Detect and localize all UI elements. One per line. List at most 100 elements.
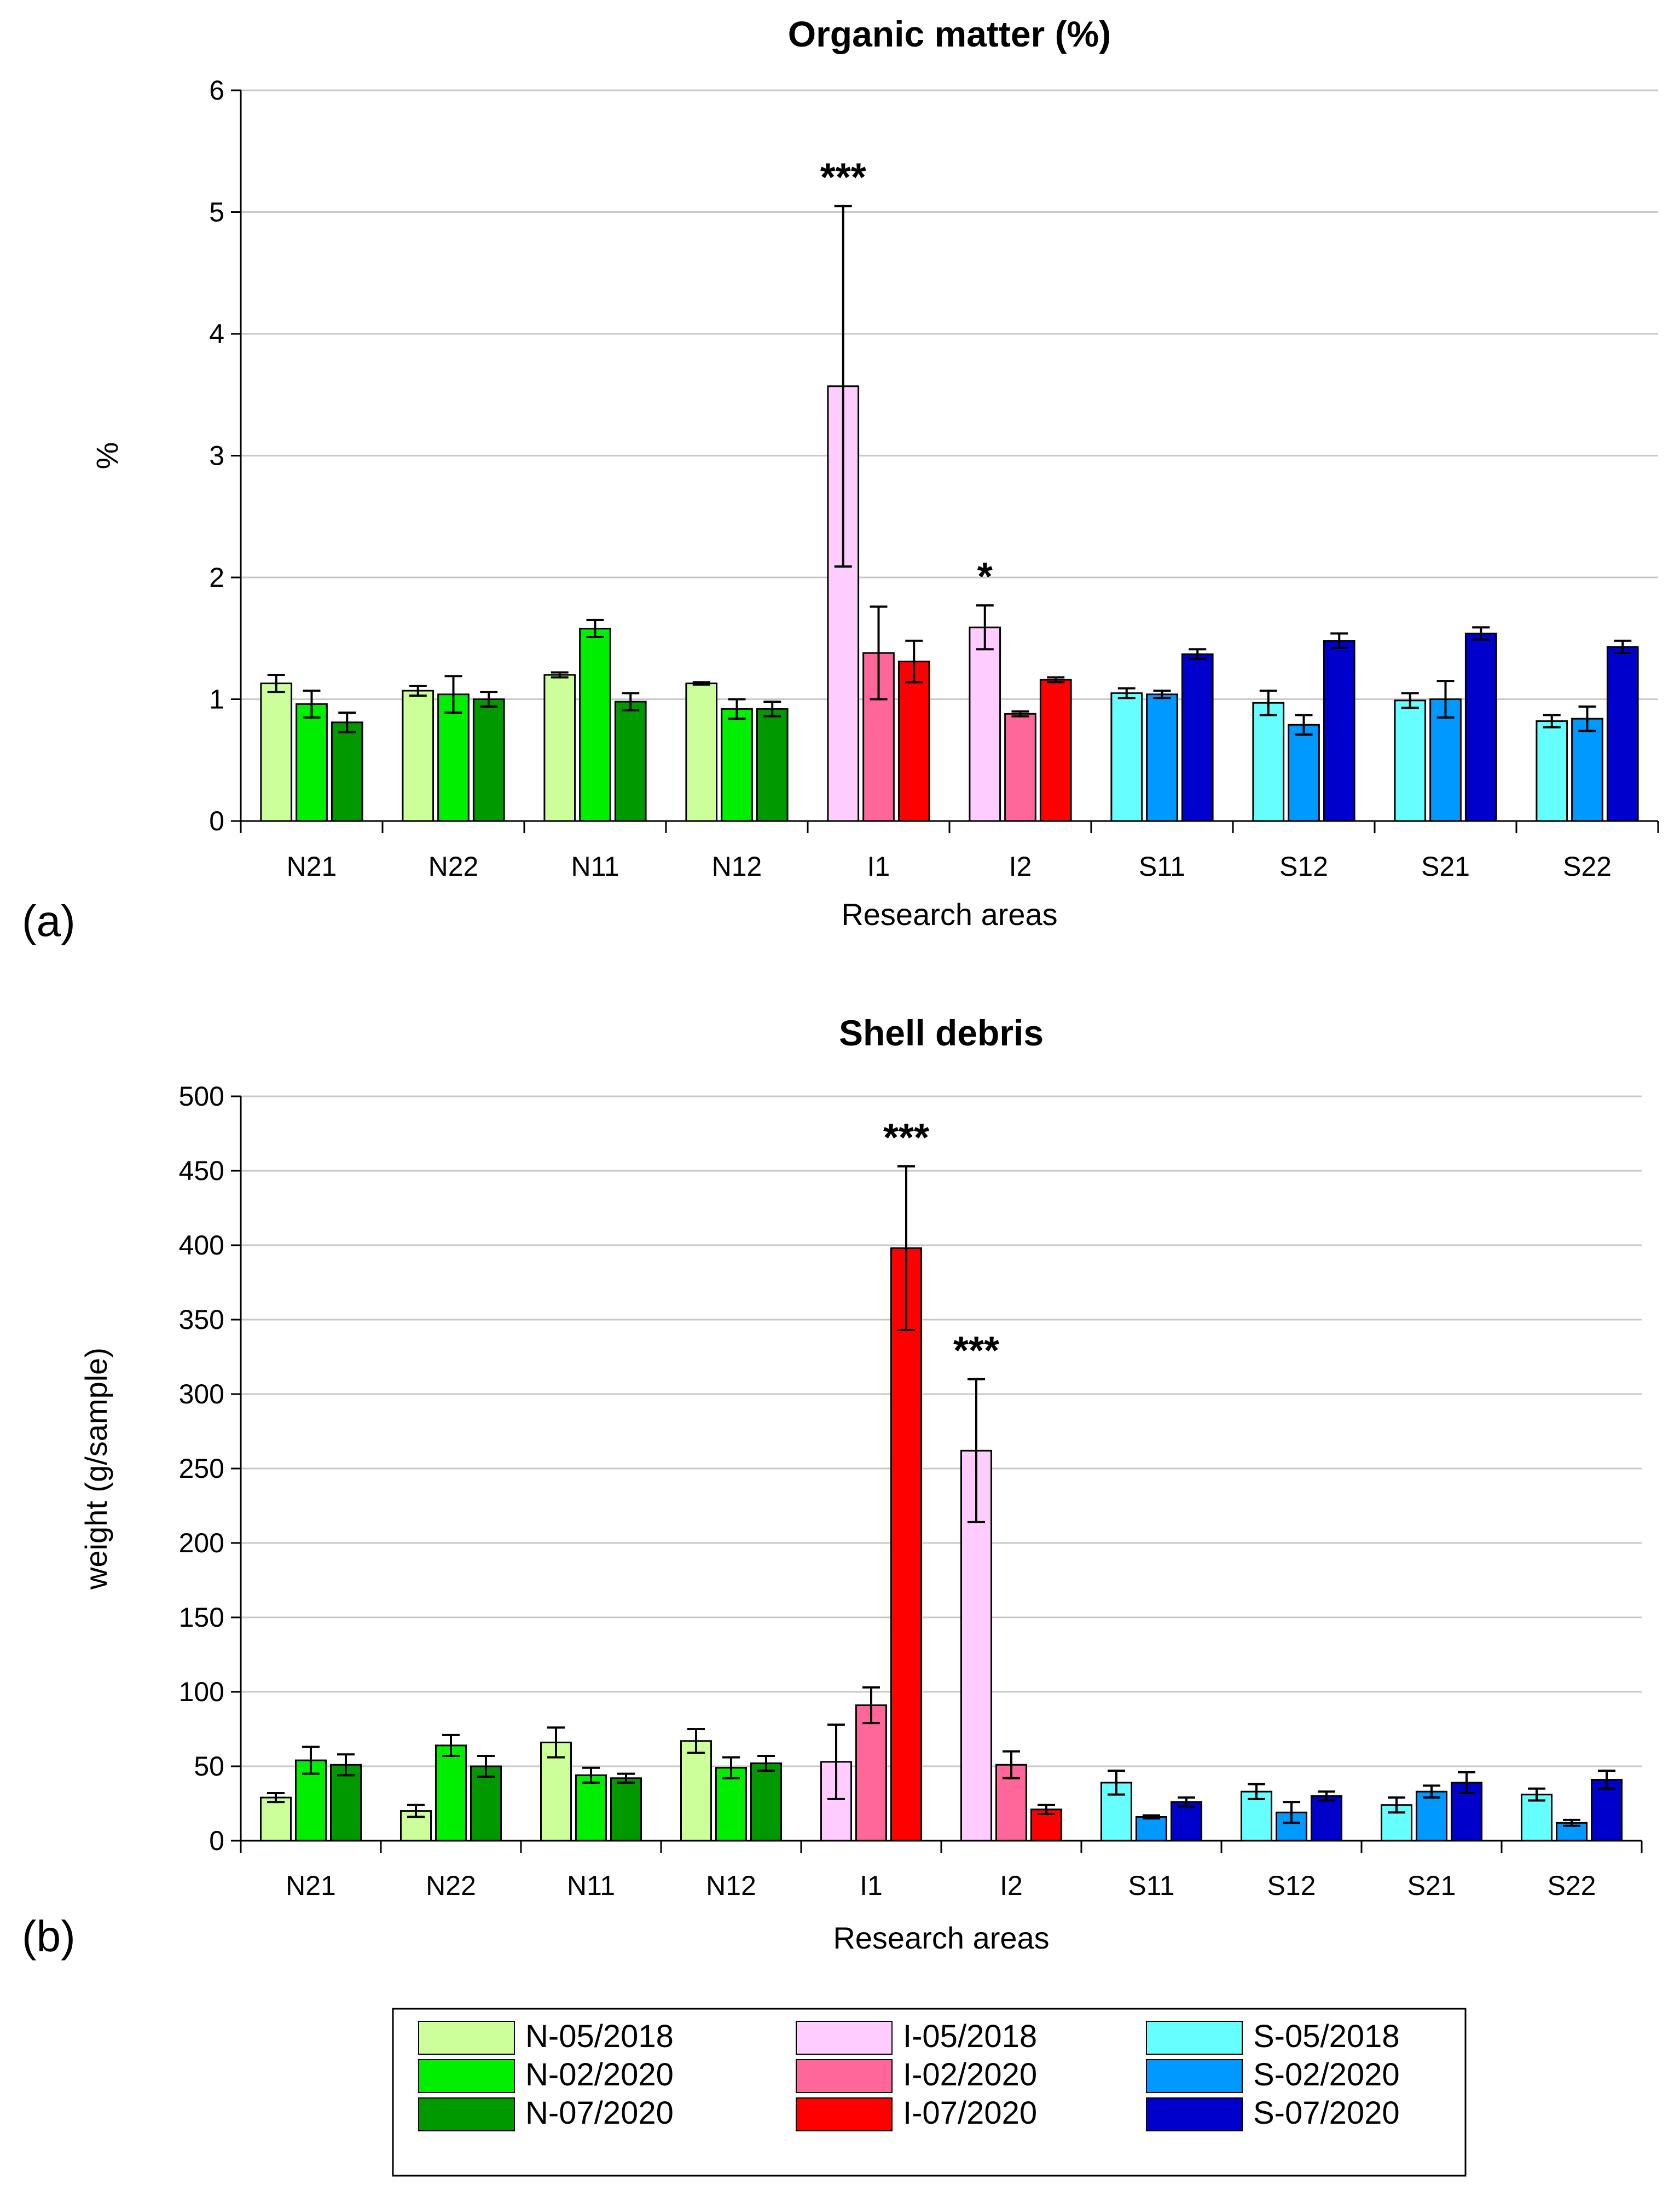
chart1-ytick-label: 4 — [209, 319, 224, 349]
chart1-bar-S21-s2 — [1429, 698, 1462, 822]
chart2-ytick-label: 0 — [209, 1825, 224, 1856]
chart2-ytick-label: 400 — [179, 1230, 224, 1261]
chart2-ytick-label: 300 — [179, 1379, 224, 1409]
legend-label-N-07/2020: N-07/2020 — [525, 2095, 674, 2131]
chart1-bar-I2-s3 — [1039, 679, 1072, 822]
chart1-ytick-label: 5 — [209, 197, 224, 228]
chart2-bar-I1-s2 — [855, 1704, 888, 1842]
legend-label-N-05/2018: N-05/2018 — [525, 2019, 674, 2054]
chart1-bar-I1-s3 — [897, 661, 930, 822]
chart1-bar-N21-s3 — [331, 721, 363, 822]
chart1-xlabel: Research areas — [841, 897, 1057, 932]
chart2-xlabel: Research areas — [833, 1921, 1049, 1955]
chart2-significance-I2: *** — [953, 1329, 999, 1373]
legend-label-S-05/2018: S-05/2018 — [1253, 2019, 1400, 2054]
chart1-bar-N21-s1 — [260, 683, 293, 822]
chart1-xtick-label: N12 — [712, 851, 762, 882]
legend-label-I-02/2020: I-02/2020 — [903, 2057, 1037, 2092]
chart1-bar-N12-s1 — [685, 683, 718, 822]
legend-label-I-05/2018: I-05/2018 — [903, 2019, 1037, 2054]
chart1-panel-label: (a) — [22, 897, 76, 945]
chart1-title: Organic matter (%) — [788, 14, 1111, 54]
chart2-xtick-label: N11 — [567, 1870, 615, 1901]
legend-swatch-S-07/2020 — [1146, 2097, 1243, 2131]
chart1-xtick-label: N21 — [287, 851, 337, 882]
chart2-ytick-label: 150 — [179, 1602, 224, 1633]
chart1-significance-I1: *** — [820, 155, 866, 199]
chart2-xtick-label: N12 — [706, 1870, 756, 1901]
chart2-bar-N21-s3 — [329, 1764, 362, 1842]
legend-swatch-N-07/2020 — [418, 2097, 515, 2131]
chart1-bar-N22-s2 — [437, 693, 470, 822]
chart1-bar-S21-s1 — [1394, 700, 1427, 822]
chart1-xtick-label: S22 — [1563, 851, 1612, 882]
chart1-bar-S22-s1 — [1536, 720, 1568, 822]
chart2-xtick-label: S12 — [1267, 1870, 1316, 1901]
chart1-bar-N11-s2 — [579, 627, 611, 822]
chart1-bar-N11-s1 — [543, 674, 576, 822]
chart1-ytick-label: 6 — [209, 75, 224, 106]
chart2-ytick-label: 100 — [179, 1677, 224, 1707]
chart1-bar-N22-s1 — [402, 690, 435, 822]
chart1-bar-S22-s3 — [1606, 646, 1639, 822]
chart1-ytick-label: 1 — [209, 684, 224, 715]
chart2-bar-S22-s1 — [1520, 1794, 1553, 1842]
legend-label-S-02/2020: S-02/2020 — [1253, 2057, 1400, 2092]
chart1-xtick-label: S11 — [1139, 851, 1185, 882]
chart1-bar-N11-s3 — [614, 701, 647, 822]
chart2-bar-N11-s2 — [575, 1774, 607, 1842]
chart1-xtick-label: I1 — [867, 851, 890, 882]
legend-swatch-S-02/2020 — [1146, 2059, 1243, 2093]
chart1-bar-S11-s2 — [1146, 693, 1178, 822]
chart2-bar-S21-s2 — [1415, 1790, 1448, 1842]
chart2-bar-N11-s1 — [540, 1741, 572, 1842]
chart2-significance-I1: *** — [883, 1116, 929, 1160]
legend-swatch-I-05/2018 — [796, 2021, 893, 2055]
chart2-ytick-label: 450 — [179, 1155, 224, 1186]
chart2-bar-S11-s2 — [1135, 1816, 1168, 1842]
chart2-bar-N21-s1 — [259, 1796, 292, 1842]
chart2-ytick-label: 250 — [179, 1453, 224, 1484]
legend-swatch-N-02/2020 — [418, 2059, 515, 2093]
chart1-bar-S21-s3 — [1464, 632, 1497, 822]
chart1-ytick-label: 3 — [209, 441, 224, 471]
chart2-ytick-label: 350 — [179, 1304, 224, 1335]
chart1-bar-S12-s2 — [1288, 724, 1320, 822]
chart2-ytick-label: 50 — [194, 1751, 224, 1782]
chart1-bar-N12-s3 — [756, 708, 789, 822]
chart1-bar-N21-s2 — [296, 703, 328, 822]
chart1-xtick-label: N22 — [428, 851, 479, 882]
chart2-xtick-label: S22 — [1548, 1870, 1596, 1901]
chart1-bar-S11-s1 — [1110, 692, 1143, 822]
chart1-ytick-label: 2 — [209, 562, 224, 593]
legend-label-I-07/2020: I-07/2020 — [903, 2095, 1037, 2131]
chart1-bar-S12-s1 — [1252, 702, 1285, 822]
chart2-xtick-label: I2 — [1000, 1870, 1023, 1901]
chart1-bar-I2-s1 — [969, 626, 1001, 822]
chart2-xtick-label: I1 — [860, 1870, 883, 1901]
chart2-bar-N11-s3 — [610, 1777, 642, 1842]
chart1-bar-S22-s2 — [1571, 718, 1603, 822]
chart2-bar-I1-s3 — [890, 1247, 923, 1842]
chart2-ylabel: weight (g/sample) — [79, 1348, 113, 1590]
chart2-xtick-label: S21 — [1407, 1870, 1456, 1901]
chart2-xtick-label: S11 — [1128, 1870, 1174, 1901]
legend-box — [392, 2008, 1467, 2177]
chart2-bar-N12-s2 — [715, 1767, 748, 1842]
chart2-bar-S11-s3 — [1170, 1801, 1203, 1842]
chart2-bar-N22-s2 — [435, 1744, 467, 1842]
chart1-xtick-label: S12 — [1279, 851, 1328, 882]
legend-swatch-S-05/2018 — [1146, 2021, 1243, 2055]
chart2-title: Shell debris — [839, 1013, 1044, 1053]
legend-label-N-02/2020: N-02/2020 — [525, 2057, 674, 2092]
chart1-bar-S11-s3 — [1181, 653, 1214, 822]
chart2-bar-N12-s3 — [750, 1762, 783, 1842]
chart1-xtick-label: N11 — [571, 851, 619, 882]
legend-swatch-I-02/2020 — [796, 2059, 893, 2093]
chart2-xtick-label: N22 — [426, 1870, 476, 1901]
chart1-xtick-label: S21 — [1421, 851, 1470, 882]
legend-label-S-07/2020: S-07/2020 — [1253, 2095, 1400, 2131]
chart1-xtick-label: I2 — [1009, 851, 1032, 882]
chart1-significance-I2: * — [977, 555, 993, 599]
